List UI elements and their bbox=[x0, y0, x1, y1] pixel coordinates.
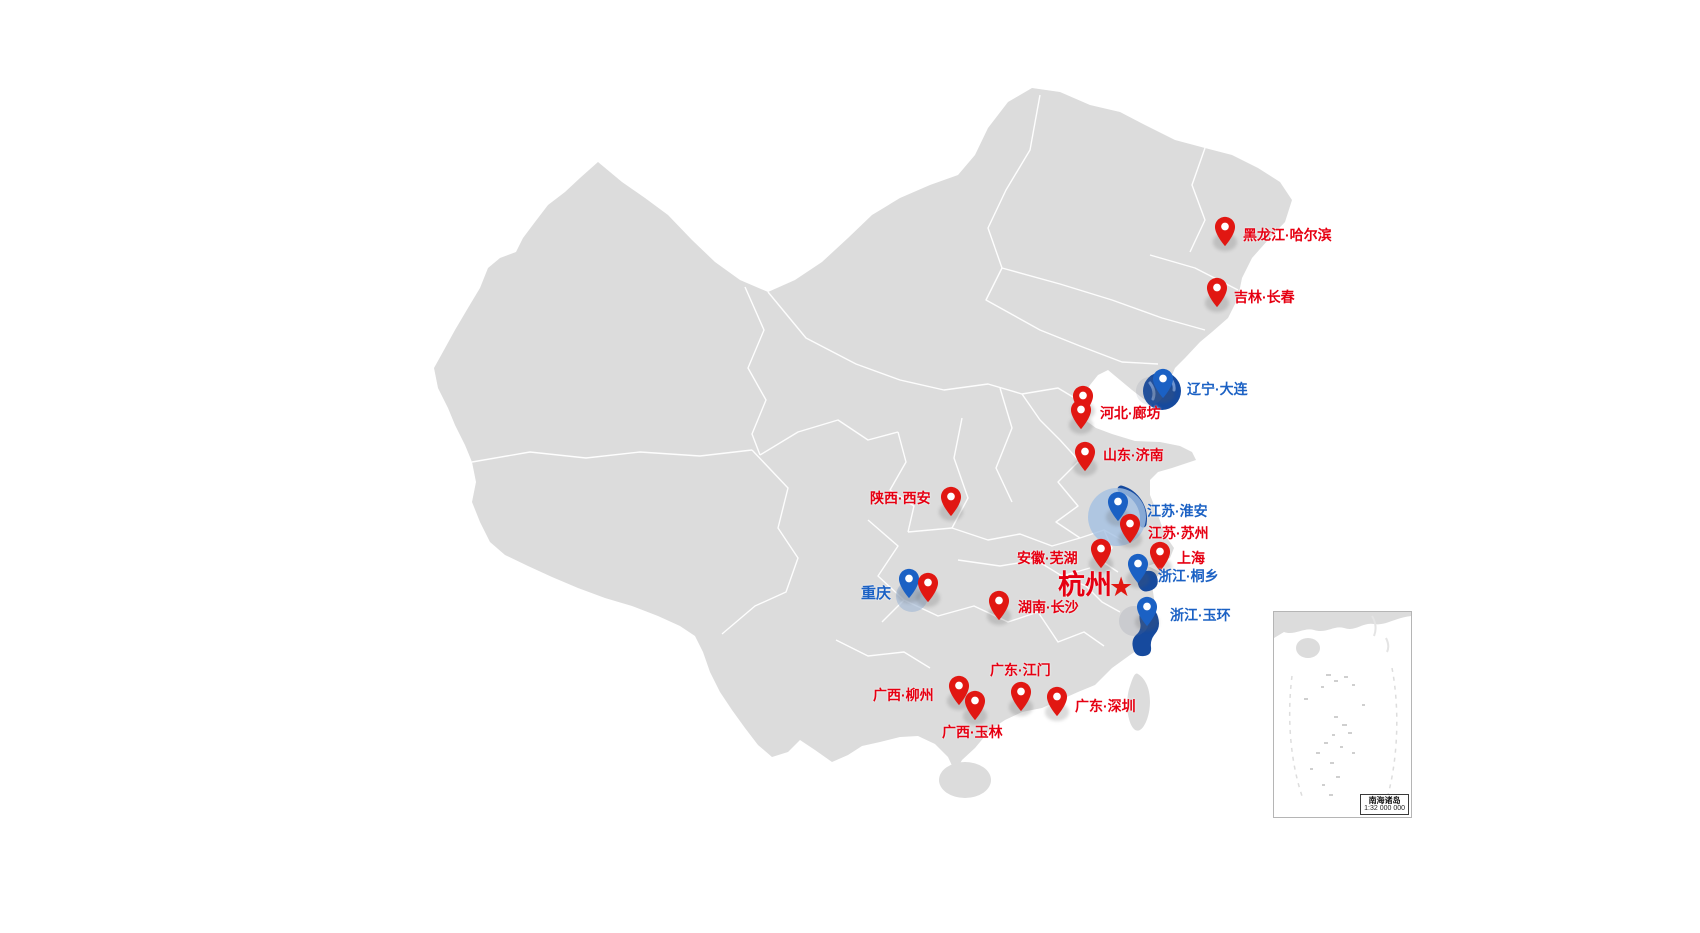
inset-label-box: 南海诸岛 1:32 000 000 bbox=[1360, 793, 1409, 815]
map-pin-guangxi-yulin[interactable] bbox=[964, 690, 986, 721]
south-china-sea-inset: 南海诸岛 1:32 000 000 bbox=[1273, 611, 1412, 818]
mainland-shape bbox=[434, 88, 1292, 772]
map-pin-zhejiang-yuhuan[interactable] bbox=[1136, 596, 1158, 627]
hainan-island bbox=[939, 762, 991, 798]
map-pin-chongqing[interactable] bbox=[898, 568, 920, 599]
map-pin-hunan-changsha[interactable] bbox=[988, 590, 1010, 621]
map-pin-anhui-wuhu[interactable] bbox=[1090, 538, 1112, 569]
map-pin-jilin-changchun[interactable] bbox=[1206, 277, 1228, 308]
inset-scale: 1:32 000 000 bbox=[1364, 805, 1405, 813]
taiwan-island bbox=[1127, 673, 1150, 731]
inset-map bbox=[1274, 612, 1411, 803]
map-pin-shanghai[interactable] bbox=[1149, 541, 1171, 572]
inset-title: 南海诸岛 bbox=[1368, 795, 1401, 805]
map-pin-zhejiang-tongxiang[interactable] bbox=[1127, 553, 1149, 584]
map-pin-chongqing-partner[interactable] bbox=[917, 572, 939, 603]
map-pin-guangdong-shenzhen[interactable] bbox=[1046, 686, 1068, 717]
map-pin-shandong-jinan[interactable] bbox=[1074, 441, 1096, 472]
map-pin-jiangsu-huaian[interactable] bbox=[1107, 491, 1129, 522]
headquarters-star-icon[interactable]: ★ bbox=[1109, 572, 1134, 602]
map-pin-shaanxi-xian[interactable] bbox=[940, 486, 962, 517]
map-pin-jiangsu-suzhou[interactable] bbox=[1119, 513, 1141, 544]
map-pin-hebei-langfang[interactable] bbox=[1070, 399, 1092, 430]
map-pin-guangxi-liuzhou[interactable] bbox=[948, 675, 970, 706]
map-pin-heilongjiang-haerbin[interactable] bbox=[1214, 216, 1236, 247]
map-pin-liaoning-dalian[interactable] bbox=[1152, 368, 1174, 399]
headquarters-label: 杭州 bbox=[1058, 570, 1112, 600]
province-borders bbox=[471, 94, 1239, 669]
map-pin-guangdong-jiangmen[interactable] bbox=[1010, 681, 1032, 712]
